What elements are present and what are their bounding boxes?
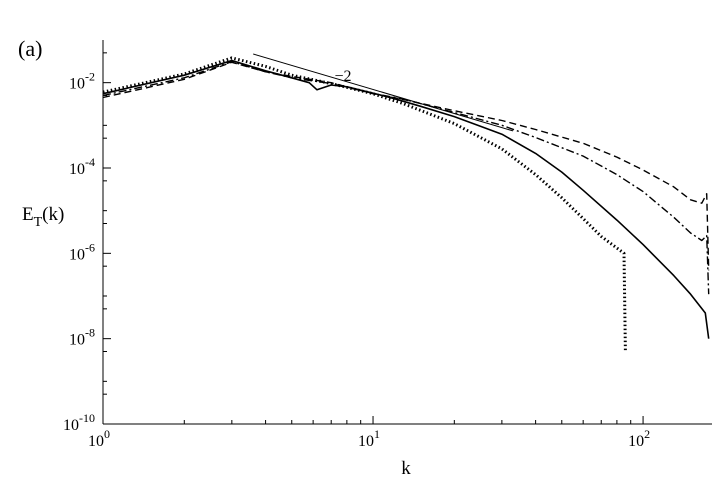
- x-tick-base: 10: [628, 433, 644, 450]
- x-ticks: 100 101 102: [88, 416, 650, 450]
- y-tick-exp: -8: [85, 326, 95, 340]
- y-tick-exp: -2: [85, 70, 95, 84]
- x-tick-exp: 2: [644, 427, 650, 441]
- y-axis-label-tail: (k): [42, 204, 64, 225]
- y-tick-base: 10: [69, 161, 85, 178]
- slope-reference-label: −2: [335, 68, 352, 85]
- y-tick-label: 10-8: [69, 326, 95, 349]
- series-line-dashed: [102, 61, 710, 271]
- y-axis-label: ET(k): [22, 204, 64, 230]
- x-tick-label: 100: [88, 427, 110, 450]
- x-tick-label: 102: [628, 427, 650, 450]
- x-tick-exp: 0: [104, 427, 110, 441]
- y-tick-label: 10-4: [69, 155, 95, 178]
- plot-area: 100 101 102 10-210-410-610-810-10 −2: [63, 40, 712, 450]
- series-line-dotted: [102, 56, 627, 352]
- series-line-dash-dot: [102, 61, 710, 295]
- y-tick-label: 10-10: [63, 411, 95, 434]
- y-tick-exp: -10: [79, 411, 95, 425]
- slope-reference: −2: [253, 53, 514, 132]
- y-axis-label-sub: T: [34, 215, 43, 230]
- y-tick-label: 10-6: [69, 240, 95, 263]
- y-tick-base: 10: [63, 417, 79, 434]
- panel-label: (a): [18, 36, 42, 61]
- y-tick-exp: -6: [85, 240, 95, 254]
- x-tick-exp: 1: [374, 427, 380, 441]
- y-axis-label-main: E: [22, 204, 34, 225]
- y-tick-base: 10: [69, 76, 85, 93]
- data-series: [102, 56, 710, 352]
- x-tick-label: 101: [358, 427, 380, 450]
- y-tick-base: 10: [69, 332, 85, 349]
- y-tick-label: 10-2: [69, 70, 95, 93]
- y-tick-base: 10: [69, 246, 85, 263]
- x-tick-base: 10: [358, 433, 374, 450]
- y-ticks: 10-210-410-610-810-10: [63, 52, 111, 434]
- x-tick-base: 10: [88, 433, 104, 450]
- x-axis-label: k: [401, 458, 411, 478]
- y-tick-exp: -4: [85, 155, 95, 169]
- series-line-solid: [102, 59, 710, 339]
- slope-reference-line: [253, 53, 514, 132]
